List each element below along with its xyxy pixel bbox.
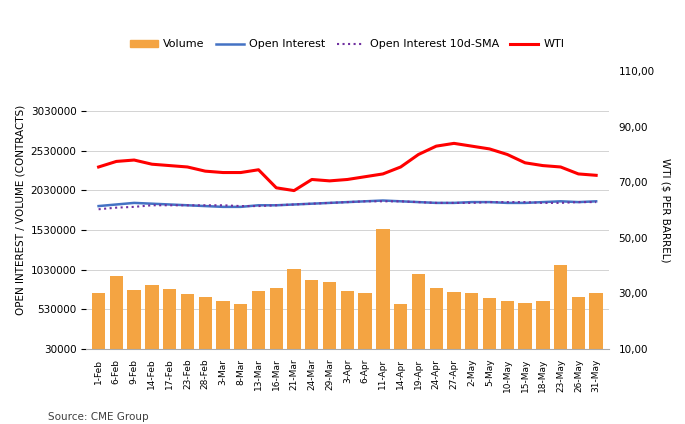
Bar	[252, 291, 265, 351]
Bar	[519, 303, 532, 351]
Bar	[181, 294, 194, 351]
Bar	[340, 291, 354, 351]
Bar	[216, 301, 229, 351]
Bar	[483, 298, 496, 351]
Bar	[465, 293, 478, 351]
Legend: Volume, Open Interest, Open Interest 10d-SMA, WTI: Volume, Open Interest, Open Interest 10d…	[125, 35, 569, 54]
Bar	[270, 288, 283, 351]
Bar	[590, 293, 603, 351]
Bar	[412, 273, 425, 351]
Bar	[358, 293, 372, 351]
Bar	[394, 304, 408, 351]
Y-axis label: WTI ($ PER BARREL): WTI ($ PER BARREL)	[660, 158, 670, 262]
Bar	[572, 297, 585, 351]
Bar	[163, 290, 176, 351]
Bar	[376, 229, 390, 351]
Bar	[501, 301, 514, 351]
Bar	[554, 265, 567, 351]
Bar	[145, 285, 158, 351]
Bar	[306, 280, 319, 351]
Bar	[110, 276, 123, 351]
Bar	[234, 304, 247, 351]
Bar	[447, 292, 460, 351]
Bar	[323, 282, 336, 351]
Y-axis label: OPEN INTEREST / VOLUME (CONTRACTS): OPEN INTEREST / VOLUME (CONTRACTS)	[15, 105, 25, 315]
Bar	[429, 288, 443, 351]
Text: Source: CME Group: Source: CME Group	[48, 412, 149, 422]
Bar	[288, 269, 301, 351]
Bar	[199, 297, 212, 351]
Bar	[127, 290, 141, 351]
Bar	[92, 293, 105, 351]
Bar	[536, 301, 549, 351]
